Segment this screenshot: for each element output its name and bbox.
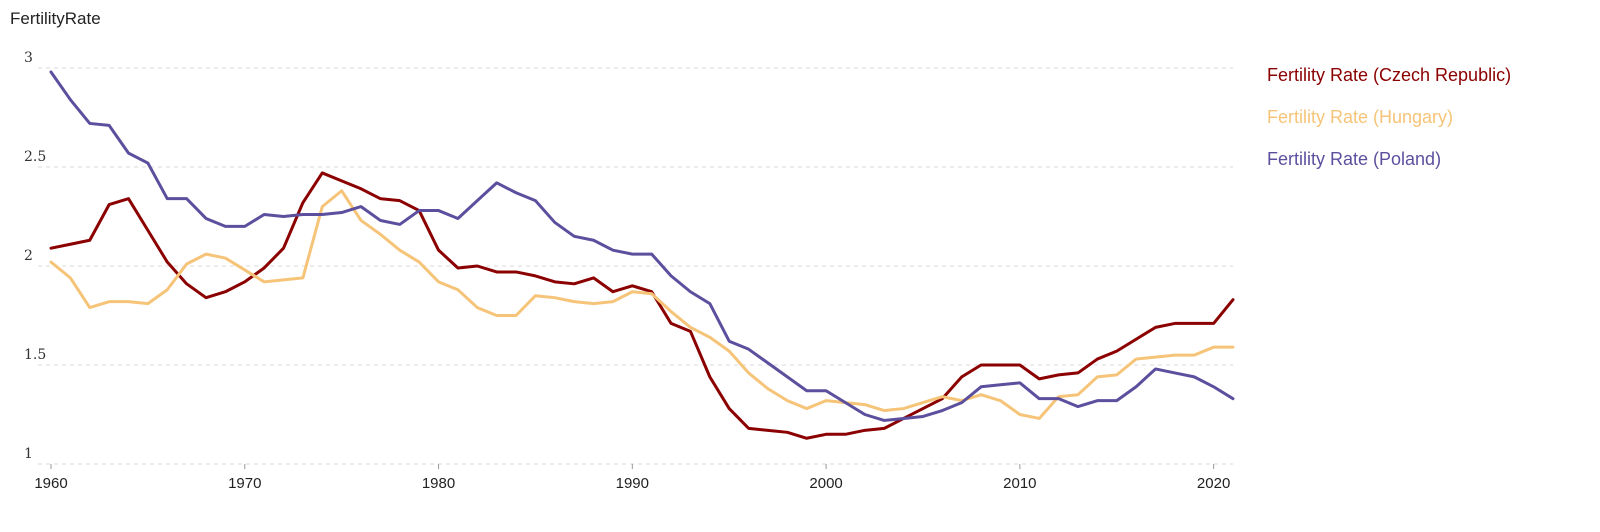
y-tick-label: 2 [24, 248, 33, 264]
grid-lines [38, 67, 1233, 465]
series-line-2 [49, 70, 1235, 422]
x-tick-label: 2000 [809, 475, 842, 492]
y-axis-title: FertilityRate [10, 9, 101, 28]
y-tick-label: 1 [24, 446, 33, 462]
series-line-0 [49, 171, 1235, 440]
legend-entry-1: Fertility Rate (Hungary) [1267, 107, 1453, 127]
y-tick-label: 1.5 [24, 347, 46, 363]
legend: Fertility Rate (Czech Republic) Fertility… [1267, 65, 1511, 169]
y-tick-label: 2.5 [24, 149, 46, 165]
series-line-1 [49, 189, 1235, 420]
x-tick-label: 1960 [34, 475, 67, 492]
series-lines [49, 70, 1235, 440]
legend-entry-2: Fertility Rate (Poland) [1267, 149, 1441, 169]
x-axis-ticks: 1960 1970 1980 1990 2000 2010 2020 [34, 464, 1230, 492]
y-tick-label: 3 [24, 50, 33, 66]
x-tick-label: 2020 [1197, 475, 1230, 492]
x-tick-label: 1970 [228, 475, 261, 492]
x-tick-label: 1990 [616, 475, 649, 492]
y-axis-ticks: 1 1.5 2 2.5 3 [24, 50, 46, 462]
x-tick-label: 2010 [1003, 475, 1036, 492]
x-tick-label: 1980 [422, 475, 455, 492]
legend-entry-0: Fertility Rate (Czech Republic) [1267, 65, 1511, 85]
